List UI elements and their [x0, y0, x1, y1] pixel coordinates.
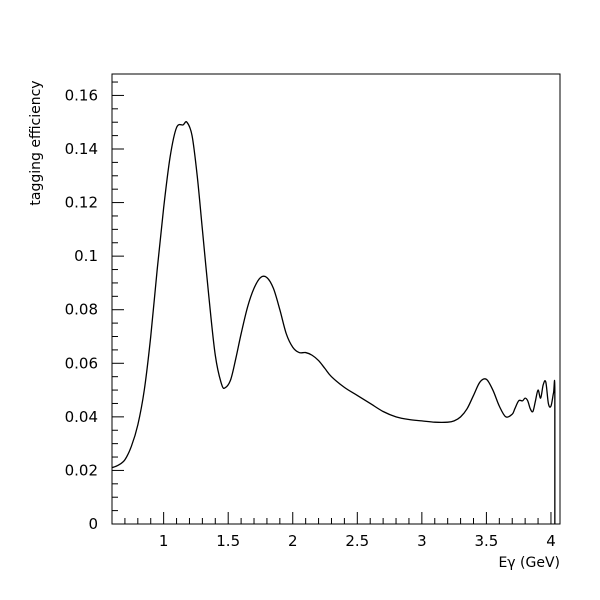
y-tick-label: 0.16 [65, 86, 98, 104]
x-tick-label: 3 [417, 532, 427, 550]
y-tick-label: 0.08 [65, 301, 98, 319]
data-line [111, 121, 556, 524]
x-tick-label: 1 [159, 532, 169, 550]
y-tick-label: 0.14 [65, 140, 98, 158]
x-tick-label: 2.5 [345, 532, 369, 550]
x-axis-label: Eγ (GeV) [498, 555, 560, 571]
x-tick-label: 4 [546, 532, 556, 550]
y-tick-label: 0.06 [65, 354, 98, 372]
y-tick-label: 0.12 [65, 194, 98, 212]
y-tick-labels: 0 0.02 0.04 0.06 0.08 0.1 0.12 0.14 0.16 [65, 86, 98, 533]
y-axis-label: tagging efficiency [28, 80, 44, 205]
x-tick-labels: 1 1.5 2 2.5 3 3.5 4 [159, 532, 556, 550]
y-tick-label: 0.04 [65, 408, 98, 426]
x-tick-label: 3.5 [474, 532, 498, 550]
y-tick-label: 0.1 [74, 247, 98, 265]
y-tick-label: 0 [88, 515, 98, 533]
x-tick-label: 1.5 [216, 532, 240, 550]
x-tick-label: 2 [288, 532, 298, 550]
y-tick-label: 0.02 [65, 461, 98, 479]
axis-ticks [112, 81, 552, 525]
plot-frame [111, 73, 561, 525]
